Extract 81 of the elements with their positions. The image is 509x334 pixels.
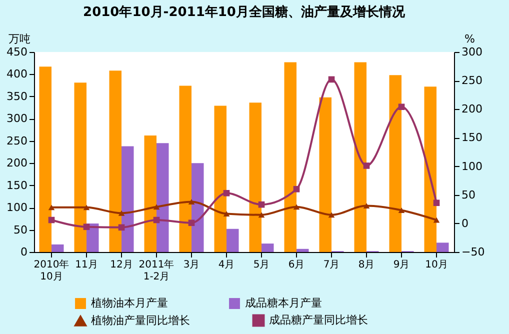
bar [214, 106, 226, 252]
y2-tick-label: 0 [462, 216, 468, 230]
point [433, 217, 440, 223]
y2-tick-label: 300 [462, 46, 482, 58]
bar [192, 163, 204, 252]
y-tick-label: 350 [6, 90, 28, 103]
x-tick-label: 8月 [358, 260, 375, 270]
point [328, 212, 335, 218]
bar [249, 102, 262, 252]
point [223, 190, 230, 196]
y2-tick-label: −50 [462, 246, 485, 258]
point [153, 204, 160, 210]
point [118, 224, 125, 231]
chart-title: 2010年10月-2011年10月全国糖、油产量及增长情况 [83, 4, 406, 20]
bar [389, 75, 402, 252]
bar [319, 97, 332, 252]
bar [144, 136, 156, 252]
x-tick-label: 7月 [323, 260, 340, 270]
point [258, 201, 265, 208]
y-tick-label: 150 [6, 178, 28, 192]
y-tick-label: 100 [6, 201, 28, 214]
legend-label: 植物油产量同比增长 [91, 314, 190, 327]
x-tick-label: 5月 [253, 260, 270, 270]
y2-tick-label: 150 [462, 131, 482, 144]
y-tick-label: 0 [20, 246, 28, 258]
legend-label: 成品糖产量同比增长 [269, 314, 368, 327]
point [258, 212, 265, 218]
point [363, 202, 370, 208]
x-tick-label: 2011年1-2月 [138, 258, 174, 282]
bar [262, 244, 274, 252]
y-tick-label: 400 [6, 68, 28, 81]
bar [436, 242, 449, 252]
bar [109, 70, 122, 252]
x-tick-label: 10月 [425, 260, 448, 270]
bar [156, 143, 169, 252]
bar [354, 62, 366, 252]
point [293, 186, 300, 192]
point [398, 104, 405, 110]
y-axis-title: 万吨 [8, 32, 30, 46]
x-tick-label: 2010年10月 [34, 258, 70, 282]
y2-tick-label: 50 [462, 188, 476, 202]
x-tick-label: 4月 [218, 260, 235, 270]
x-tick-label: 11月 [75, 260, 98, 270]
bar [74, 82, 86, 252]
point [363, 162, 370, 169]
point [293, 204, 300, 210]
point [153, 216, 160, 224]
x-tick-label: 3月 [183, 260, 200, 270]
point [48, 216, 55, 224]
point [223, 210, 230, 216]
y-tick-label: 450 [6, 46, 28, 58]
y-tick-label: 250 [6, 134, 28, 148]
point [188, 198, 195, 204]
y2-axis-title: % [464, 32, 475, 46]
bar [296, 248, 309, 252]
point [188, 220, 195, 226]
point [398, 208, 405, 214]
bar [39, 66, 52, 252]
legend-label: 成品糖本月产量 [245, 296, 322, 310]
y-tick-label: 300 [6, 112, 28, 126]
point [83, 204, 90, 210]
point [433, 200, 440, 206]
x-tick-label: 9月 [393, 260, 410, 270]
point [118, 210, 125, 216]
bar [424, 86, 436, 252]
point [83, 224, 90, 230]
bar [52, 244, 64, 252]
y2-tick-label: 100 [462, 160, 482, 173]
bar [284, 62, 296, 252]
point [48, 204, 55, 210]
bar [122, 146, 134, 252]
bar [226, 228, 239, 252]
y-tick-label: 50 [14, 223, 28, 236]
legend-label: 植物油本月产量 [91, 296, 168, 310]
y2-tick-label: 250 [462, 74, 482, 88]
y2-tick-label: 200 [462, 102, 482, 116]
bar [179, 86, 192, 252]
x-tick-label: 12月 [110, 260, 133, 270]
y-tick-label: 200 [6, 156, 28, 170]
point [328, 76, 335, 83]
x-tick-label: 6月 [288, 260, 305, 270]
